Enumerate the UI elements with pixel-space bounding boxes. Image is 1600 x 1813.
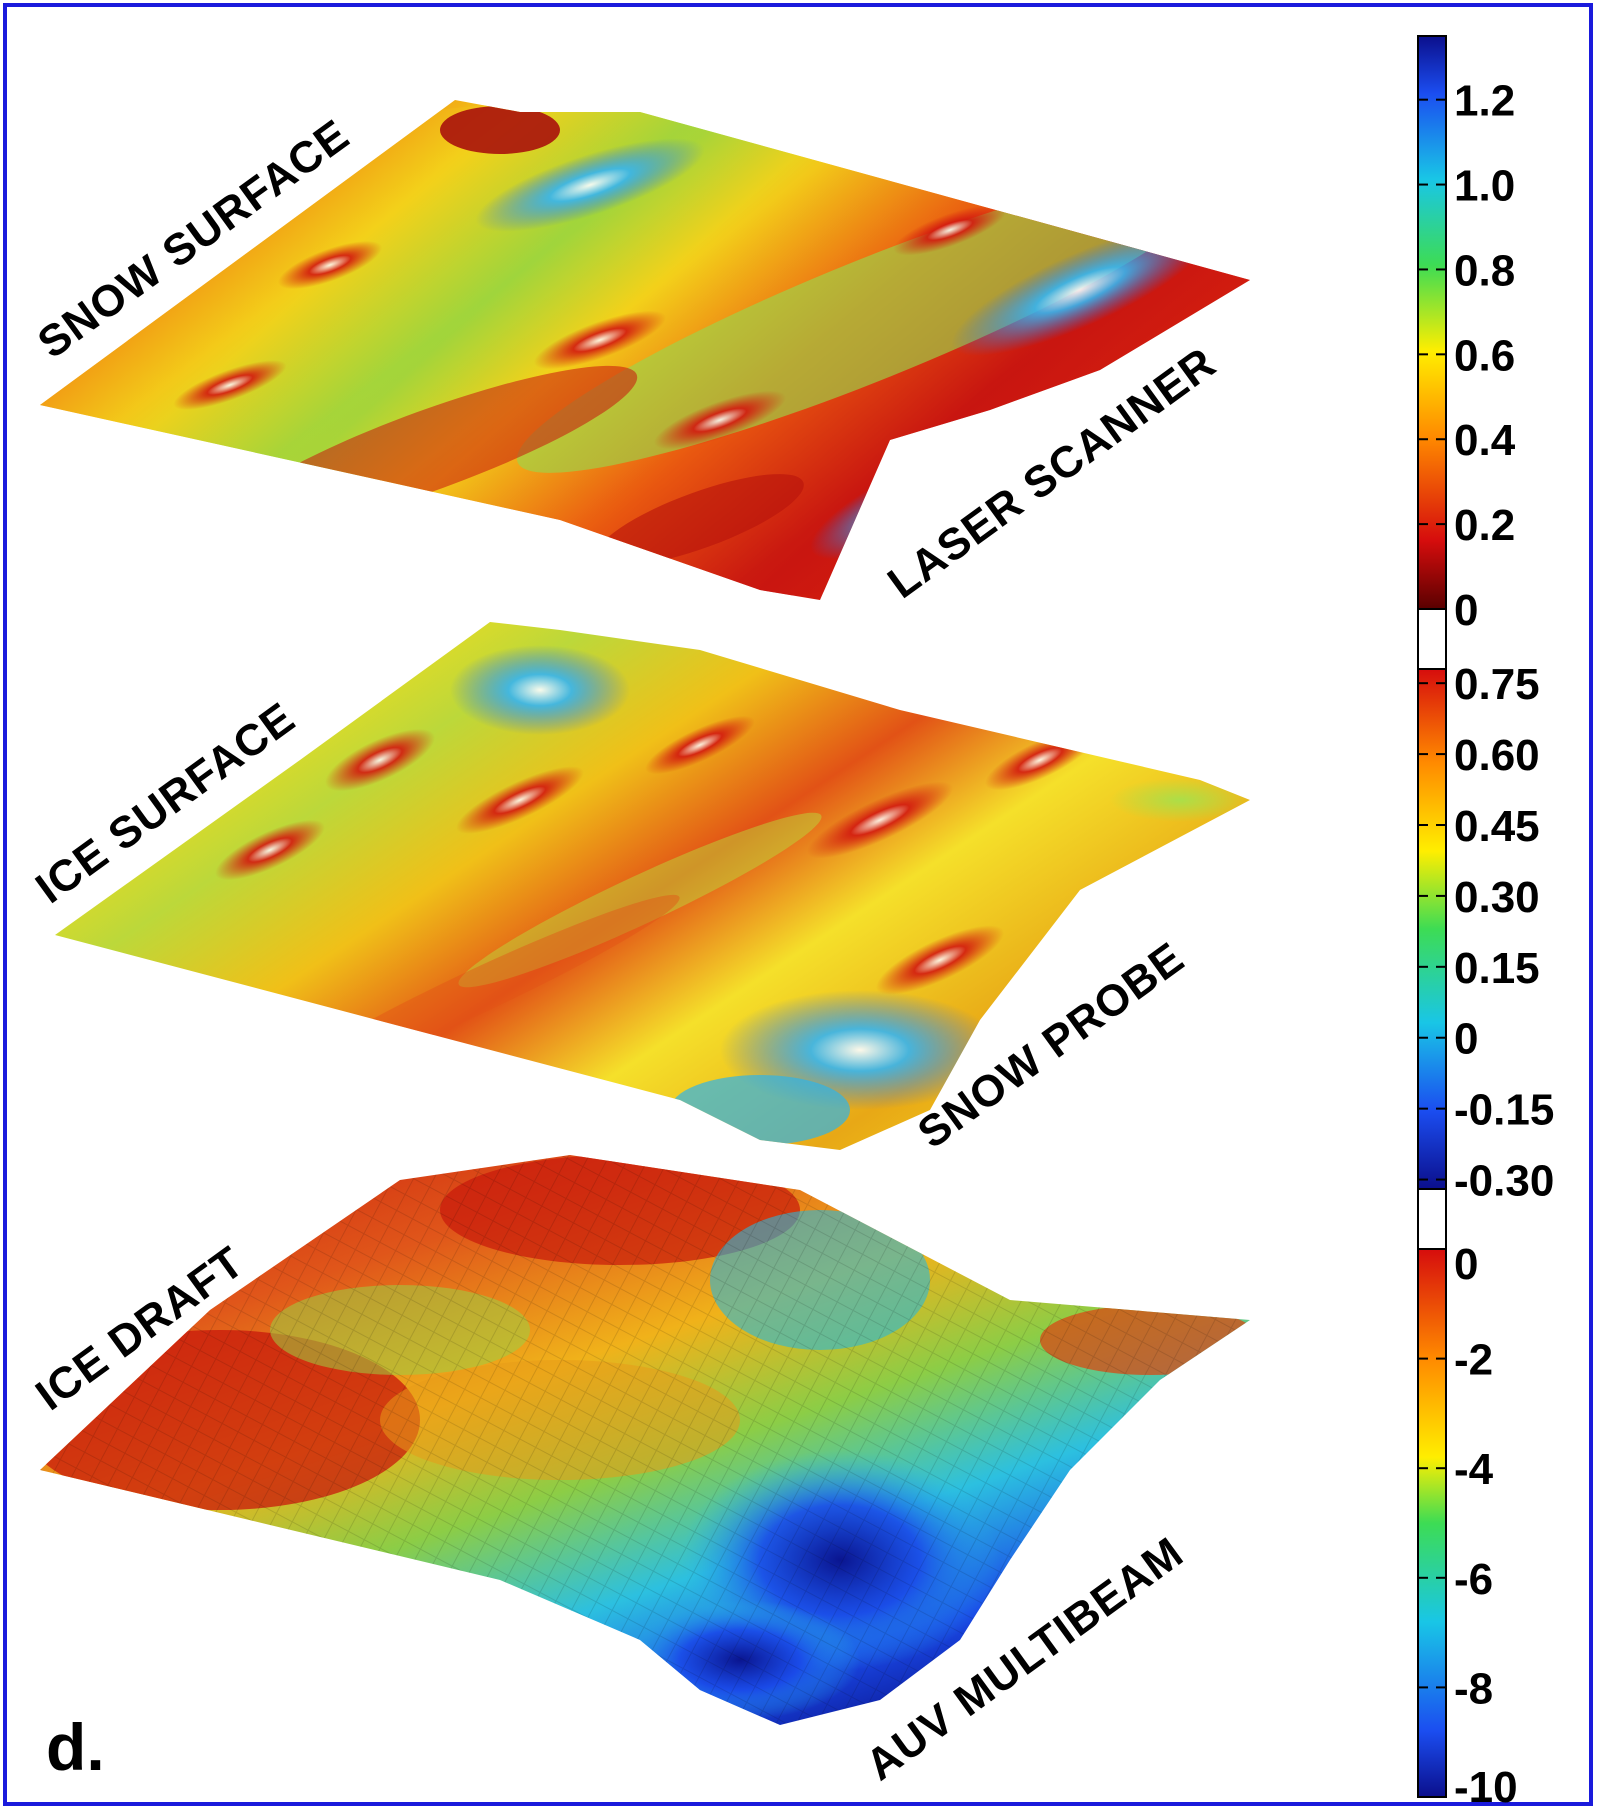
ice-colorbar-tick-label: 0.75: [1454, 660, 1540, 709]
ice-colorbar-tick-label: -0.15: [1454, 1086, 1554, 1135]
snow-colorbar-tick-label: 0.6: [1454, 331, 1515, 380]
snow-colorbar-tick-label: 0.4: [1454, 416, 1516, 465]
draft-colorbar-tick-label: -4: [1454, 1445, 1494, 1494]
colorbar-gap-1: [1417, 608, 1447, 670]
ice-surface-plot: [55, 622, 1250, 1150]
draft-colorbar-tick-label: -6: [1454, 1555, 1493, 1604]
draft-colorbar-tick-label: -8: [1454, 1664, 1493, 1713]
figure-frame: [3, 3, 1593, 1806]
colorbar-gap-2: [1417, 1188, 1447, 1250]
colorbar: 1.2 1.0 0.8 0.6 0.4 0.2 0 0.75 0.60 0.45 0.30 0.15 0…: [1417, 35, 1554, 1812]
draft-colorbar-strip: [1417, 1248, 1447, 1798]
snow-colorbar-tick-label: 1.2: [1454, 77, 1515, 126]
colorbar-ticks: 1.2 1.0 0.8 0.6 0.4 0.2 0 0.75 0.60 0.45 0.30 0.15 0…: [1418, 77, 1554, 1812]
ice-colorbar-tick-label: -0.30: [1454, 1157, 1554, 1206]
ice-draft-features: [40, 1155, 1250, 1725]
ice-colorbar-tick-label: 0: [1454, 1015, 1478, 1064]
draft-colorbar-tick-label: -2: [1454, 1336, 1493, 1385]
snow-surface-features: [40, 100, 1250, 600]
snow-colorbar-tick-label: 0.2: [1454, 501, 1515, 550]
panel-label: d.: [46, 1710, 105, 1784]
draft-colorbar-tick-label: 0: [1454, 1240, 1478, 1289]
ice-colorbar-strip: [1417, 668, 1447, 1190]
snow-colorbar-tick-label: 0: [1454, 586, 1478, 635]
snow-surface-plot: [40, 100, 1250, 600]
draft-colorbar-tick-label: -10: [1454, 1763, 1518, 1812]
ice-colorbar-tick-label: 0.45: [1454, 802, 1540, 851]
snow-colorbar-strip: [1417, 35, 1447, 610]
ice-draft-plot: [40, 1155, 1250, 1725]
ice-colorbar-tick-label: 0.30: [1454, 873, 1540, 922]
ice-colorbar-tick-label: 0.60: [1454, 731, 1540, 780]
ice-colorbar-tick-label: 0.15: [1454, 944, 1540, 993]
snow-colorbar-tick-label: 0.8: [1454, 246, 1515, 295]
snow-colorbar-tick-label: 1.0: [1454, 162, 1515, 211]
